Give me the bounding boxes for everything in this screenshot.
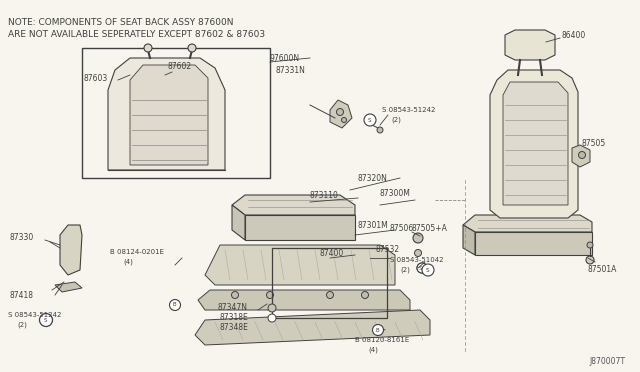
Polygon shape xyxy=(503,82,568,205)
Circle shape xyxy=(417,263,427,273)
Text: 87318E: 87318E xyxy=(220,314,249,323)
Polygon shape xyxy=(60,225,82,275)
Text: (4): (4) xyxy=(368,347,378,353)
Circle shape xyxy=(415,250,422,257)
Circle shape xyxy=(417,263,427,273)
Circle shape xyxy=(579,151,586,158)
Circle shape xyxy=(364,114,376,126)
Polygon shape xyxy=(108,58,225,170)
Polygon shape xyxy=(505,30,555,60)
Text: S 08543-51242: S 08543-51242 xyxy=(382,107,435,113)
Circle shape xyxy=(342,118,346,122)
Text: (4): (4) xyxy=(123,259,133,265)
Text: 87505+A: 87505+A xyxy=(412,224,448,232)
Text: 87331N: 87331N xyxy=(275,65,305,74)
Text: 87301M: 87301M xyxy=(358,221,388,230)
Circle shape xyxy=(170,299,180,311)
Text: S 08543-51042: S 08543-51042 xyxy=(390,257,444,263)
Polygon shape xyxy=(232,205,245,240)
Bar xyxy=(82,48,270,178)
Polygon shape xyxy=(130,65,208,165)
Circle shape xyxy=(413,233,423,243)
Text: 87320N: 87320N xyxy=(358,173,388,183)
Text: 87400: 87400 xyxy=(320,248,344,257)
Text: B 08124-0201E: B 08124-0201E xyxy=(110,249,164,255)
Circle shape xyxy=(144,44,152,52)
Circle shape xyxy=(586,256,594,264)
Text: 87418: 87418 xyxy=(10,291,34,299)
Circle shape xyxy=(268,304,276,312)
Text: 86400: 86400 xyxy=(562,31,586,39)
Text: J870007T: J870007T xyxy=(589,357,625,366)
Text: (2): (2) xyxy=(391,117,401,123)
Text: 87347N: 87347N xyxy=(218,304,248,312)
Text: 97600N: 97600N xyxy=(270,54,300,62)
Polygon shape xyxy=(245,215,355,240)
Circle shape xyxy=(326,292,333,298)
Text: 87532: 87532 xyxy=(375,246,399,254)
Circle shape xyxy=(337,109,344,115)
Text: B 08120-8161E: B 08120-8161E xyxy=(355,337,409,343)
Polygon shape xyxy=(195,310,430,345)
Text: (2): (2) xyxy=(17,322,27,328)
Bar xyxy=(272,248,387,318)
Polygon shape xyxy=(463,215,592,232)
Circle shape xyxy=(377,127,383,133)
Text: 87501A: 87501A xyxy=(587,266,616,275)
Text: 87506: 87506 xyxy=(390,224,414,232)
Circle shape xyxy=(587,242,593,248)
Polygon shape xyxy=(198,290,410,310)
Polygon shape xyxy=(463,225,475,255)
Text: 873110: 873110 xyxy=(310,190,339,199)
Text: 87348E: 87348E xyxy=(220,324,249,333)
Text: S: S xyxy=(367,118,371,122)
Circle shape xyxy=(40,314,52,327)
Text: S: S xyxy=(425,267,429,273)
Circle shape xyxy=(362,292,369,298)
Circle shape xyxy=(372,324,383,336)
Text: ARE NOT AVAILABLE SEPERATELY EXCEPT 87602 & 87603: ARE NOT AVAILABLE SEPERATELY EXCEPT 8760… xyxy=(8,30,265,39)
Text: 87505: 87505 xyxy=(582,138,606,148)
Text: NOTE: COMPONENTS OF SEAT BACK ASSY 87600N: NOTE: COMPONENTS OF SEAT BACK ASSY 87600… xyxy=(8,18,234,27)
Circle shape xyxy=(188,44,196,52)
Polygon shape xyxy=(55,282,82,292)
Polygon shape xyxy=(330,100,352,128)
Polygon shape xyxy=(205,245,395,285)
Text: (2): (2) xyxy=(400,267,410,273)
Circle shape xyxy=(422,264,434,276)
Text: S: S xyxy=(44,317,47,323)
Circle shape xyxy=(268,314,276,322)
Circle shape xyxy=(232,292,239,298)
Text: B: B xyxy=(375,327,379,333)
Text: B: B xyxy=(172,302,176,308)
Polygon shape xyxy=(475,232,592,255)
Circle shape xyxy=(266,292,273,298)
Text: S: S xyxy=(419,266,422,270)
Text: 87300M: 87300M xyxy=(380,189,411,198)
Polygon shape xyxy=(490,70,578,218)
Text: 87330: 87330 xyxy=(10,232,35,241)
Polygon shape xyxy=(232,195,355,215)
Text: 87603: 87603 xyxy=(84,74,108,83)
Polygon shape xyxy=(572,145,590,167)
Text: 87602: 87602 xyxy=(168,61,192,71)
Text: S 08543-51242: S 08543-51242 xyxy=(8,312,61,318)
